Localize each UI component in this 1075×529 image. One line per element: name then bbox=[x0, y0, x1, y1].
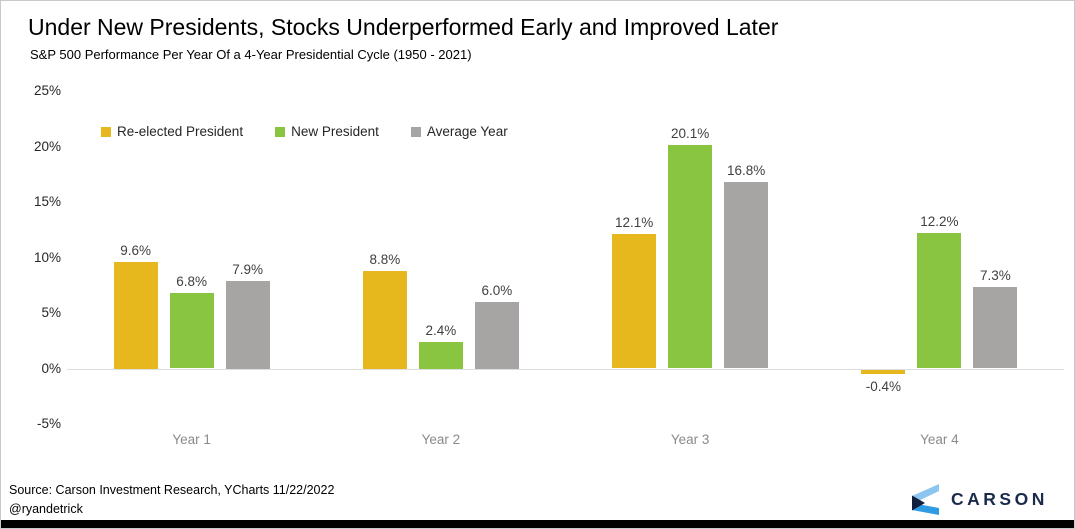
carson-logo-text: CARSON bbox=[951, 489, 1048, 509]
y-tick-label: 0% bbox=[41, 360, 61, 376]
bar-average-year-year-3 bbox=[724, 182, 769, 369]
bar-new-president-year-4 bbox=[917, 233, 962, 369]
bar-average-year-year-4 bbox=[973, 287, 1018, 369]
credit-text: @ryandetrick bbox=[9, 501, 83, 516]
bar-value-label-re-elected-president-year-3: 12.1% bbox=[614, 215, 654, 231]
bar-new-president-year-3 bbox=[668, 145, 713, 369]
chart-title: Under New Presidents, Stocks Underperfor… bbox=[28, 14, 779, 40]
bar-value-label-new-president-year-4: 12.2% bbox=[920, 214, 959, 230]
bar-re-elected-president-year-1 bbox=[113, 261, 158, 369]
carson-chevron-icon bbox=[912, 484, 939, 515]
carson-logo: CARSON bbox=[912, 483, 1048, 516]
bottom-black-bar bbox=[1, 520, 1074, 528]
legend-item-label: New President bbox=[291, 124, 379, 139]
bar-re-elected-president-year-2 bbox=[362, 270, 407, 369]
bar-value-label-re-elected-president-year-4: -0.4% bbox=[865, 378, 902, 394]
bar-value-label-average-year-year-3: 16.8% bbox=[726, 163, 766, 179]
bar-value-label-new-president-year-1: 6.8% bbox=[176, 274, 208, 290]
x-axis-label-year-1: Year 1 bbox=[172, 432, 211, 447]
y-tick-label: 20% bbox=[33, 138, 61, 154]
legend-item-re-elected-president: Re-elected President bbox=[101, 124, 243, 139]
y-tick-label: 10% bbox=[33, 249, 61, 265]
legend-item-new-president: New President bbox=[275, 124, 379, 139]
plot-area: 9.6% 6.8% 7.9% 8.8% 2.4% 6.0% 12.1% 20.1% 16.8% -… bbox=[67, 91, 1064, 424]
legend-swatch-icon bbox=[410, 126, 421, 137]
legend-item-label: Re-elected President bbox=[117, 124, 244, 139]
footer: Source: Carson Investment Research, YCha… bbox=[9, 481, 334, 518]
bar-value-label-re-elected-president-year-1: 9.6% bbox=[120, 242, 152, 258]
y-tick-label: 25% bbox=[33, 83, 61, 98]
y-tick-label: 5% bbox=[41, 305, 61, 320]
bar-re-elected-president-year-3 bbox=[612, 234, 657, 369]
source-text: Source: Carson Investment Research, YCha… bbox=[9, 483, 335, 497]
bar-new-president-year-2 bbox=[418, 341, 463, 369]
bar-value-label-new-president-year-3: 20.1% bbox=[670, 126, 710, 142]
y-tick-label: -5% bbox=[36, 416, 61, 431]
bar-average-year-year-1 bbox=[225, 280, 270, 369]
bar-value-label-new-president-year-2: 2.4% bbox=[425, 322, 457, 338]
bar-new-president-year-1 bbox=[169, 293, 214, 369]
legend: Re-elected President New President Average… bbox=[101, 124, 508, 139]
x-axis-label-year-4: Year 4 bbox=[920, 432, 959, 447]
bar-value-label-re-elected-president-year-2: 8.8% bbox=[369, 251, 401, 267]
bar-value-label-average-year-year-1: 7.9% bbox=[232, 261, 264, 277]
y-tick-label: 15% bbox=[33, 194, 61, 209]
x-axis-label-year-3: Year 3 bbox=[670, 432, 710, 447]
legend-swatch-icon bbox=[101, 126, 111, 137]
carson-icon-top-arm bbox=[912, 484, 939, 504]
bar-average-year-year-2 bbox=[474, 301, 519, 369]
bar-value-label-average-year-year-2: 6.0% bbox=[481, 282, 513, 298]
bar-re-elected-president-year-4 bbox=[861, 369, 906, 374]
legend-item-average-year: Average Year bbox=[410, 124, 508, 139]
x-axis-label-year-2: Year 2 bbox=[421, 432, 461, 447]
bar-value-label-average-year-year-4: 7.3% bbox=[979, 268, 1011, 284]
chart-subtitle: S&P 500 Performance Per Year Of a 4-Year… bbox=[30, 47, 472, 62]
zero-axis-line bbox=[67, 369, 1064, 370]
legend-swatch-icon bbox=[275, 126, 286, 137]
carson-icon-notch bbox=[912, 495, 925, 511]
legend-item-label: Average Year bbox=[426, 124, 508, 139]
